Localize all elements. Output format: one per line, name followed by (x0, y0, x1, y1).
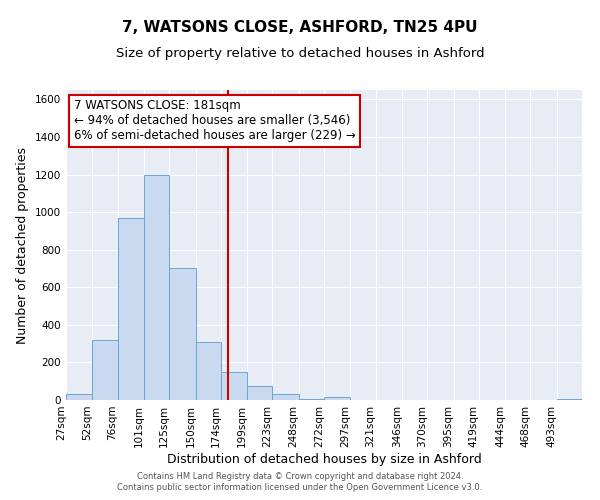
Bar (169, 268, 196, 400)
Bar (66, 394, 92, 400)
Bar (92, 340, 118, 400)
Bar (118, 218, 144, 400)
Bar (272, 394, 299, 400)
Bar (299, 399, 324, 400)
Bar (324, 397, 350, 400)
Bar (247, 386, 272, 400)
X-axis label: Distribution of detached houses by size in Ashford: Distribution of detached houses by size … (167, 452, 481, 466)
Text: Contains HM Land Registry data © Crown copyright and database right 2024.: Contains HM Land Registry data © Crown c… (137, 472, 463, 481)
Text: Contains public sector information licensed under the Open Government Licence v3: Contains public sector information licen… (118, 484, 482, 492)
Bar (144, 174, 169, 400)
Bar (557, 399, 582, 400)
Bar (221, 372, 247, 400)
Y-axis label: Number of detached properties: Number of detached properties (16, 146, 29, 344)
Bar (196, 342, 221, 400)
Text: 7 WATSONS CLOSE: 181sqm
← 94% of detached houses are smaller (3,546)
6% of semi-: 7 WATSONS CLOSE: 181sqm ← 94% of detache… (74, 100, 355, 142)
Text: 7, WATSONS CLOSE, ASHFORD, TN25 4PU: 7, WATSONS CLOSE, ASHFORD, TN25 4PU (122, 20, 478, 35)
Text: Size of property relative to detached houses in Ashford: Size of property relative to detached ho… (116, 48, 484, 60)
